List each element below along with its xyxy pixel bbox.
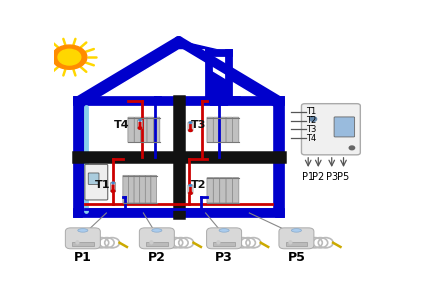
FancyBboxPatch shape [134, 175, 140, 203]
Text: ●: ● [75, 239, 79, 244]
FancyBboxPatch shape [286, 242, 307, 246]
FancyBboxPatch shape [88, 173, 99, 184]
FancyBboxPatch shape [151, 175, 157, 203]
Text: T3: T3 [306, 125, 317, 134]
FancyBboxPatch shape [207, 228, 242, 249]
Circle shape [138, 127, 142, 129]
FancyBboxPatch shape [214, 242, 235, 246]
FancyBboxPatch shape [220, 117, 226, 143]
FancyBboxPatch shape [226, 178, 233, 203]
Text: T2: T2 [306, 116, 317, 125]
FancyBboxPatch shape [207, 178, 213, 203]
Text: P5: P5 [337, 172, 350, 182]
FancyBboxPatch shape [128, 117, 134, 143]
Polygon shape [209, 53, 229, 101]
Text: P3: P3 [326, 172, 338, 182]
FancyBboxPatch shape [139, 228, 174, 249]
Circle shape [189, 185, 191, 186]
Text: P3: P3 [215, 251, 233, 264]
Text: P5: P5 [287, 251, 306, 264]
FancyBboxPatch shape [145, 175, 151, 203]
FancyBboxPatch shape [146, 242, 168, 246]
FancyBboxPatch shape [111, 182, 115, 192]
FancyBboxPatch shape [141, 117, 147, 143]
FancyBboxPatch shape [112, 185, 115, 191]
Polygon shape [78, 101, 279, 213]
FancyBboxPatch shape [123, 175, 128, 203]
FancyBboxPatch shape [138, 120, 142, 129]
FancyBboxPatch shape [66, 228, 100, 249]
FancyBboxPatch shape [189, 124, 192, 130]
FancyBboxPatch shape [188, 185, 193, 194]
FancyBboxPatch shape [302, 104, 360, 155]
Text: ●: ● [288, 239, 293, 244]
FancyBboxPatch shape [139, 122, 141, 128]
Text: ●: ● [216, 239, 220, 244]
Circle shape [349, 146, 355, 150]
Text: T1: T1 [95, 180, 111, 190]
Text: ●: ● [148, 239, 153, 244]
Polygon shape [179, 41, 279, 101]
FancyBboxPatch shape [154, 117, 160, 143]
Circle shape [112, 190, 115, 192]
Text: T1: T1 [306, 107, 317, 116]
FancyBboxPatch shape [226, 117, 233, 143]
FancyBboxPatch shape [147, 117, 153, 143]
Text: T4: T4 [114, 120, 129, 130]
Text: P2: P2 [148, 251, 166, 264]
Ellipse shape [152, 229, 162, 232]
FancyBboxPatch shape [334, 117, 355, 137]
FancyBboxPatch shape [233, 117, 239, 143]
Circle shape [139, 120, 141, 121]
FancyBboxPatch shape [72, 242, 94, 246]
FancyBboxPatch shape [214, 178, 220, 203]
Text: P1: P1 [74, 251, 92, 264]
FancyBboxPatch shape [233, 178, 239, 203]
Circle shape [189, 122, 191, 124]
Circle shape [189, 129, 192, 132]
FancyBboxPatch shape [279, 228, 314, 249]
FancyBboxPatch shape [220, 178, 226, 203]
FancyBboxPatch shape [214, 117, 220, 143]
Polygon shape [85, 50, 209, 107]
Text: T4: T4 [306, 134, 317, 143]
Text: T2: T2 [191, 180, 207, 190]
Circle shape [58, 49, 81, 65]
FancyBboxPatch shape [207, 117, 213, 143]
Polygon shape [85, 107, 272, 208]
Text: P1: P1 [302, 172, 314, 182]
Polygon shape [78, 41, 209, 101]
Ellipse shape [291, 229, 302, 232]
FancyBboxPatch shape [85, 164, 108, 200]
Ellipse shape [219, 229, 229, 232]
Text: T3: T3 [191, 120, 207, 130]
FancyBboxPatch shape [134, 117, 141, 143]
Polygon shape [179, 50, 272, 107]
FancyBboxPatch shape [128, 175, 134, 203]
FancyBboxPatch shape [188, 122, 193, 131]
Circle shape [189, 192, 192, 194]
Circle shape [310, 117, 317, 121]
FancyBboxPatch shape [189, 187, 192, 193]
Ellipse shape [78, 229, 88, 232]
Text: P2: P2 [312, 172, 324, 182]
FancyBboxPatch shape [140, 175, 145, 203]
Circle shape [52, 45, 87, 69]
Circle shape [112, 182, 114, 184]
